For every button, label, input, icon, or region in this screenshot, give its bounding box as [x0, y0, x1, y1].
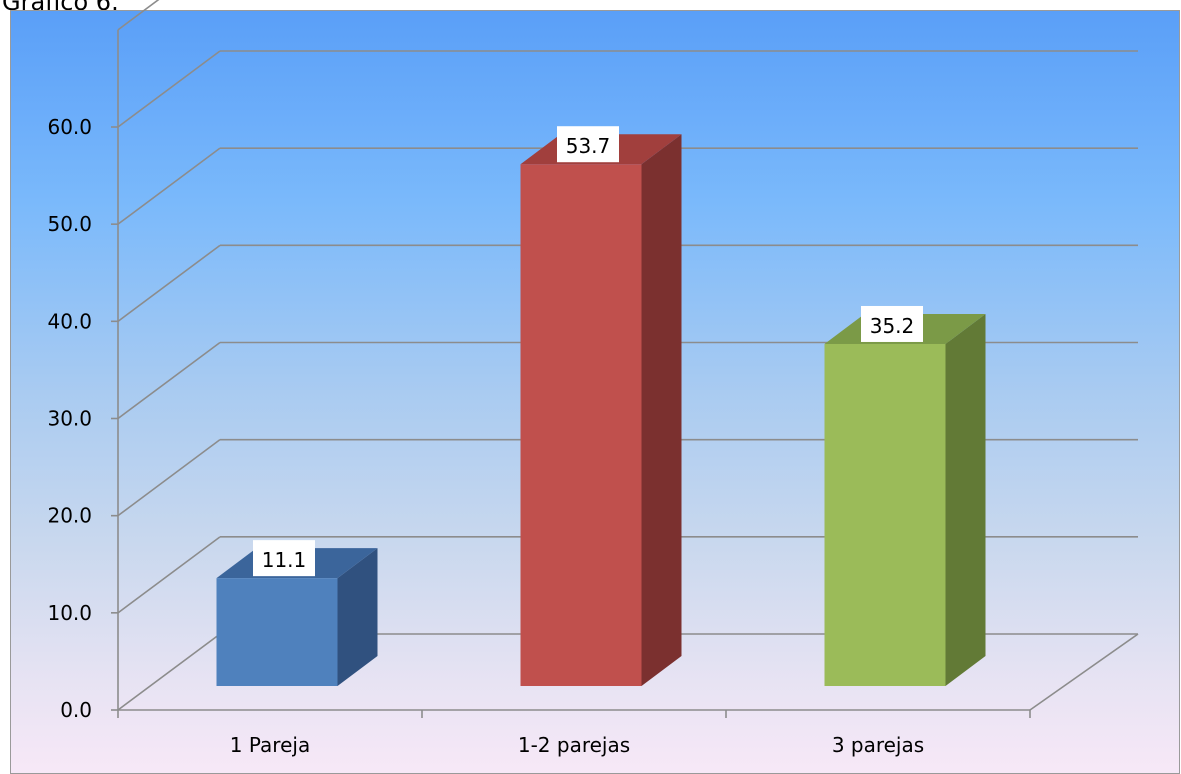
- gridline-depth: [117, 50, 221, 128]
- y-tick-label: 30.0: [47, 407, 92, 431]
- data-label-box: [861, 305, 923, 342]
- gridline-depth: [117, 341, 221, 420]
- data-label: 35.2: [861, 305, 923, 342]
- bar-front: [824, 343, 946, 686]
- x-tick-label: 1-2 parejas: [518, 733, 630, 757]
- data-label-box: [253, 540, 315, 577]
- bar-side: [641, 134, 682, 687]
- x-tick-label: 1 Pareja: [230, 733, 310, 757]
- y-tick-label: 40.0: [47, 309, 92, 333]
- bar-front: [520, 164, 642, 687]
- x-tick-label: 3 parejas: [832, 733, 924, 757]
- data-label-text: 11.1: [262, 548, 307, 572]
- gridline-depth: [117, 0, 160, 31]
- gridline-depth: [117, 536, 221, 614]
- y-tick-label: 0.0: [60, 698, 92, 722]
- y-tick-label: 60.0: [47, 115, 92, 139]
- bar-3: [824, 313, 986, 686]
- y-tick-label: 20.0: [47, 504, 92, 528]
- bar-front: [216, 578, 338, 686]
- gridline-depth: [117, 439, 221, 517]
- floor-edge: [1029, 633, 1139, 711]
- gridline-depth: [117, 633, 221, 711]
- gridline-depth: [117, 147, 221, 225]
- y-tick-label: 50.0: [47, 212, 92, 236]
- data-label-box: [557, 126, 619, 163]
- data-label-text: 53.7: [566, 134, 611, 158]
- data-label: 53.7: [557, 126, 619, 163]
- bar-side: [945, 313, 986, 686]
- y-tick-label: 10.0: [47, 601, 92, 625]
- bar-side: [337, 548, 378, 686]
- bar-2: [520, 134, 682, 687]
- data-label-text: 35.2: [870, 314, 915, 338]
- data-label: 11.1: [253, 540, 315, 577]
- gridline-depth: [117, 244, 221, 322]
